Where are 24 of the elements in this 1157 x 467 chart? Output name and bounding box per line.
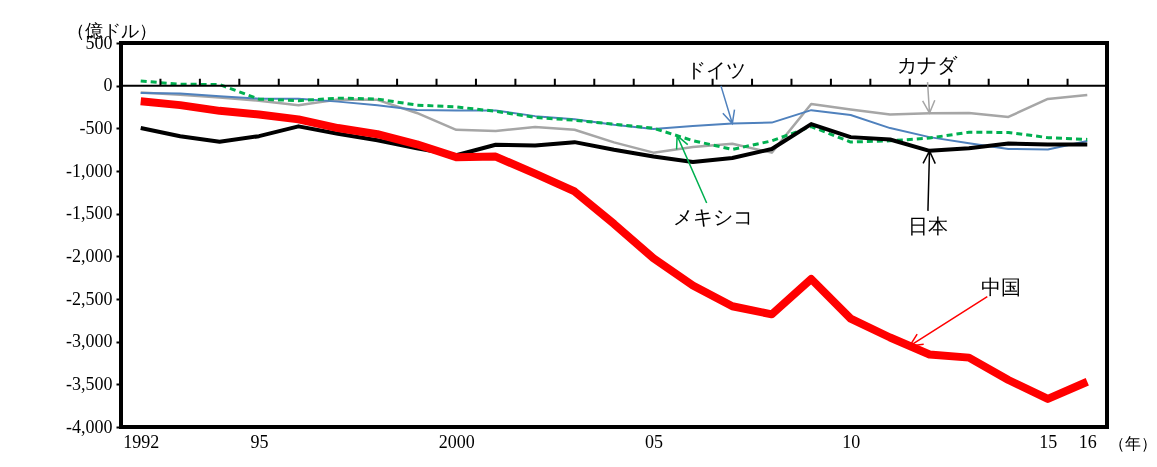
y-tick-label: -1,000 — [66, 160, 113, 181]
annotation: ドイツ — [686, 58, 747, 81]
y-tick-label: -3,500 — [66, 373, 113, 394]
annotation: 中国 — [980, 275, 1021, 298]
y-tick-label: -2,000 — [66, 245, 113, 266]
y-tick-label: -3,000 — [66, 331, 113, 352]
x-tick-label: 15 — [1039, 431, 1058, 452]
y-tick-label: -1,500 — [66, 203, 113, 224]
y-tick-label: -500 — [79, 117, 113, 138]
y-tick-label: -2,500 — [66, 288, 113, 309]
y-tick-label: 0 — [103, 75, 113, 96]
x-tick-label: 10 — [842, 431, 861, 452]
line-series — [138, 122, 1090, 165]
annotation: メキシコ — [673, 205, 754, 228]
y-tick-label: -4,000 — [66, 416, 113, 437]
x-axis-title: （年） — [1108, 434, 1157, 452]
line-series — [139, 79, 1089, 151]
x-tick-label: 05 — [644, 431, 663, 452]
x-tick-label: 2000 — [438, 431, 475, 452]
x-tick-label: 1992 — [123, 431, 160, 452]
annotation: 日本 — [907, 214, 948, 237]
x-tick-label: 95 — [250, 431, 269, 452]
x-tick-label: 16 — [1078, 431, 1097, 452]
annotation: カナダ — [896, 54, 958, 77]
